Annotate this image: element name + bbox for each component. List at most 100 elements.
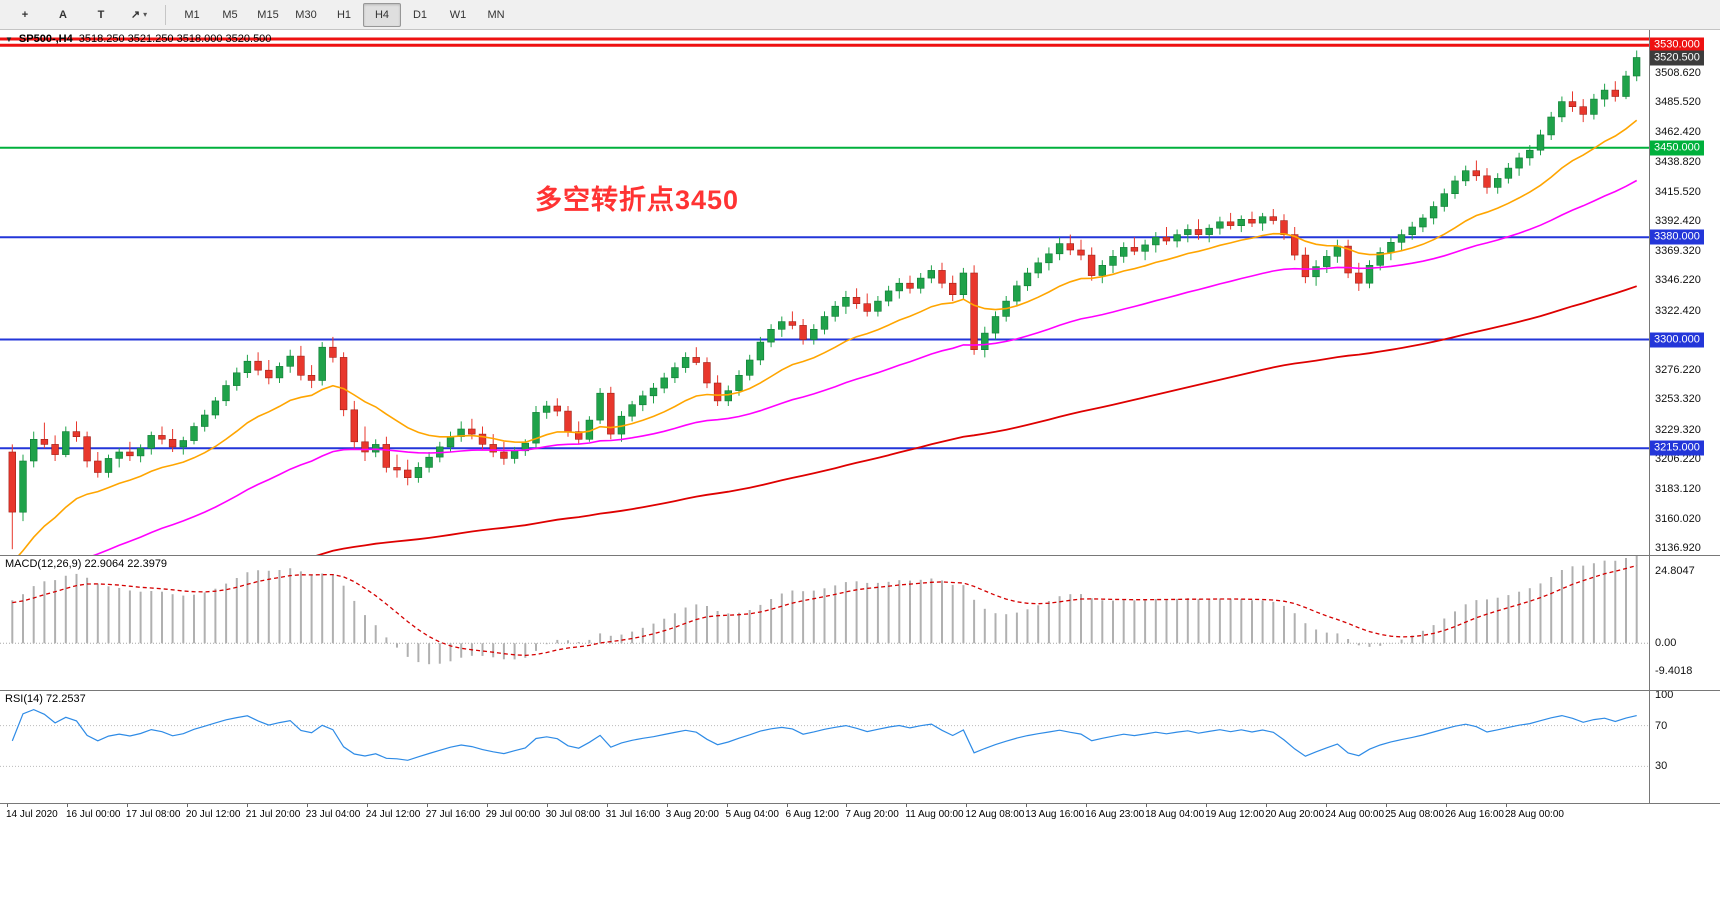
time-tick-mark xyxy=(1086,804,1088,807)
price-tick: 3160.020 xyxy=(1655,512,1701,525)
timeframe-button-w1[interactable]: W1 xyxy=(449,8,467,21)
time-tick-mark xyxy=(1386,804,1388,807)
time-tick-mark xyxy=(546,804,548,807)
macd-label: MACD(12,26,9) 22.9064 22.3979 xyxy=(5,558,168,570)
price-line-badge: 3380.000 xyxy=(1650,229,1704,245)
time-axis-label: 30 Jul 08:00 xyxy=(545,809,601,820)
time-axis-label: 23 Jul 04:00 xyxy=(305,809,361,820)
timeframe-button-h1[interactable]: H1 xyxy=(336,8,352,21)
time-tick-mark xyxy=(786,804,788,807)
symbol-info: ▼ SP500-,H4 3518.250 3521.250 3518.000 3… xyxy=(5,33,271,45)
candlestick-chart[interactable] xyxy=(0,30,1649,555)
time-tick-mark xyxy=(726,804,728,807)
text-label-icon[interactable]: T xyxy=(97,8,105,21)
timeframe-button-m30[interactable]: M30 xyxy=(295,8,317,21)
price-tick: 3462.420 xyxy=(1655,125,1701,138)
time-axis-label: 25 Aug 08:00 xyxy=(1385,809,1445,820)
price-line-badge: 3215.000 xyxy=(1650,440,1704,456)
macd-panel-row: MACD(12,26,9) 22.9064 22.3979 24.8047 0.0… xyxy=(0,555,1720,690)
time-axis-label: 26 Aug 16:00 xyxy=(1445,809,1504,820)
price-tick: 3136.920 xyxy=(1655,542,1701,555)
macd-plot[interactable]: MACD(12,26,9) 22.9064 22.3979 xyxy=(0,556,1650,690)
time-axis-label: 29 Jul 00:00 xyxy=(485,809,541,820)
time-tick-mark xyxy=(966,804,968,807)
time-tick-mark xyxy=(1206,804,1208,807)
time-tick-mark xyxy=(1326,804,1328,807)
price-line-badge: 3300.000 xyxy=(1650,332,1704,347)
main-chart-row: ▼ SP500-,H4 3518.250 3521.250 3518.000 3… xyxy=(0,30,1720,555)
macd-scale[interactable]: 24.8047 0.00 -9.4018 xyxy=(1650,556,1719,690)
time-axis-label: 31 Jul 16:00 xyxy=(605,809,661,820)
shapes-icon[interactable]: ↗ ▾ xyxy=(130,9,148,21)
timeframe-button-m1[interactable]: M1 xyxy=(184,8,200,21)
timeframe-button-m5[interactable]: M5 xyxy=(222,8,238,21)
symbol-period-label: SP500-,H4 xyxy=(18,33,73,45)
time-axis-label: 24 Aug 00:00 xyxy=(1325,809,1385,820)
price-scale[interactable]: 3508.620 3485.520 3462.420 3438.820 3415.520… xyxy=(1650,30,1719,555)
time-tick-mark xyxy=(486,804,488,807)
price-tick: 3392.420 xyxy=(1655,215,1701,228)
macd-chart xyxy=(0,556,1649,665)
price-tick: 3183.120 xyxy=(1655,483,1701,495)
symbol-dropdown-icon[interactable]: ▼ xyxy=(5,34,13,44)
time-axis-label: 17 Jul 08:00 xyxy=(125,809,181,820)
timeframe-button-m15[interactable]: M15 xyxy=(257,8,279,21)
rsi-panel-row: RSI(14) 72.2537 100 70 30 xyxy=(0,690,1720,803)
time-tick-mark xyxy=(666,804,668,807)
time-axis-label: 18 Aug 04:00 xyxy=(1145,809,1205,820)
price-line-badge: 3450.000 xyxy=(1650,140,1704,156)
text-icon[interactable]: A xyxy=(59,8,67,21)
fast-ma-line xyxy=(18,119,1638,555)
time-axis-label: 5 Aug 04:00 xyxy=(725,809,779,820)
main-chart-plot[interactable]: ▼ SP500-,H4 3518.250 3521.250 3518.000 3… xyxy=(0,30,1650,555)
macd-signal-line xyxy=(12,564,1637,657)
price-tick: 3253.320 xyxy=(1655,393,1701,406)
time-axis-label: 28 Aug 00:00 xyxy=(1505,809,1564,820)
chevron-down-icon: ▾ xyxy=(143,10,148,19)
time-tick-mark xyxy=(366,804,368,807)
macd-histogram xyxy=(11,556,1638,665)
macd-scale-tick: 0.00 xyxy=(1655,637,1677,650)
time-axis-label: 27 Jul 16:00 xyxy=(425,809,481,820)
price-tick: 3508.620 xyxy=(1655,66,1701,79)
rsi-chart xyxy=(0,708,1649,767)
time-tick-mark xyxy=(246,804,248,807)
mid-ma-line xyxy=(92,179,1638,555)
drawing-tools-group: + A T ↗ ▾ xyxy=(6,3,158,27)
time-tick-mark xyxy=(306,804,308,807)
price-line-badge: 3530.000 xyxy=(1650,37,1704,53)
toolbar: + A T ↗ ▾ M1 M5 M15 M30 H1 H4 D1 W1 MN xyxy=(0,0,1720,30)
rsi-scale-tick: 30 xyxy=(1655,760,1668,773)
time-axis-label: 11 Aug 00:00 xyxy=(905,809,964,820)
timeframe-group: M1 M5 M15 M30 H1 H4 D1 W1 MN xyxy=(173,2,515,27)
time-tick-mark xyxy=(606,804,608,807)
rsi-line xyxy=(11,708,1637,761)
time-axis-label: 21 Jul 20:00 xyxy=(245,809,301,820)
crosshair-icon[interactable]: + xyxy=(21,8,29,21)
rsi-scale[interactable]: 100 70 30 xyxy=(1650,691,1719,803)
time-tick-mark xyxy=(426,804,428,807)
rsi-scale-tick: 70 xyxy=(1655,719,1668,732)
timeframe-button-h4[interactable]: H4 xyxy=(363,2,401,27)
time-axis-label: 6 Aug 12:00 xyxy=(785,809,839,820)
time-axis-label: 24 Jul 12:00 xyxy=(365,809,421,820)
rsi-plot[interactable]: RSI(14) 72.2537 xyxy=(0,691,1650,803)
time-axis-label: 14 Jul 2020 xyxy=(6,809,58,820)
time-axis-label: 3 Aug 20:00 xyxy=(665,809,719,820)
current-price-badge: 3520.500 xyxy=(1650,50,1704,65)
rsi-scale-tick: 100 xyxy=(1655,691,1674,701)
timeframe-button-d1[interactable]: D1 xyxy=(412,8,428,21)
price-tick: 3322.420 xyxy=(1655,304,1701,317)
time-tick-mark xyxy=(1146,804,1148,807)
toolbar-separator xyxy=(165,4,166,25)
time-axis-label: 20 Jul 12:00 xyxy=(185,809,241,820)
time-axis-label: 13 Aug 16:00 xyxy=(1025,809,1085,820)
time-tick-mark xyxy=(906,804,908,807)
price-tick: 3346.220 xyxy=(1655,274,1701,287)
chart-annotation-text: 多空转折点3450 xyxy=(535,185,740,215)
candles xyxy=(8,50,1641,550)
timeframe-button-mn[interactable]: MN xyxy=(487,8,505,21)
time-axis[interactable]: 14 Jul 2020 16 Jul 00:00 17 Jul 08:00 20 Ju… xyxy=(0,803,1720,827)
time-tick-mark xyxy=(126,804,128,807)
time-axis-label: 20 Aug 20:00 xyxy=(1265,809,1325,820)
